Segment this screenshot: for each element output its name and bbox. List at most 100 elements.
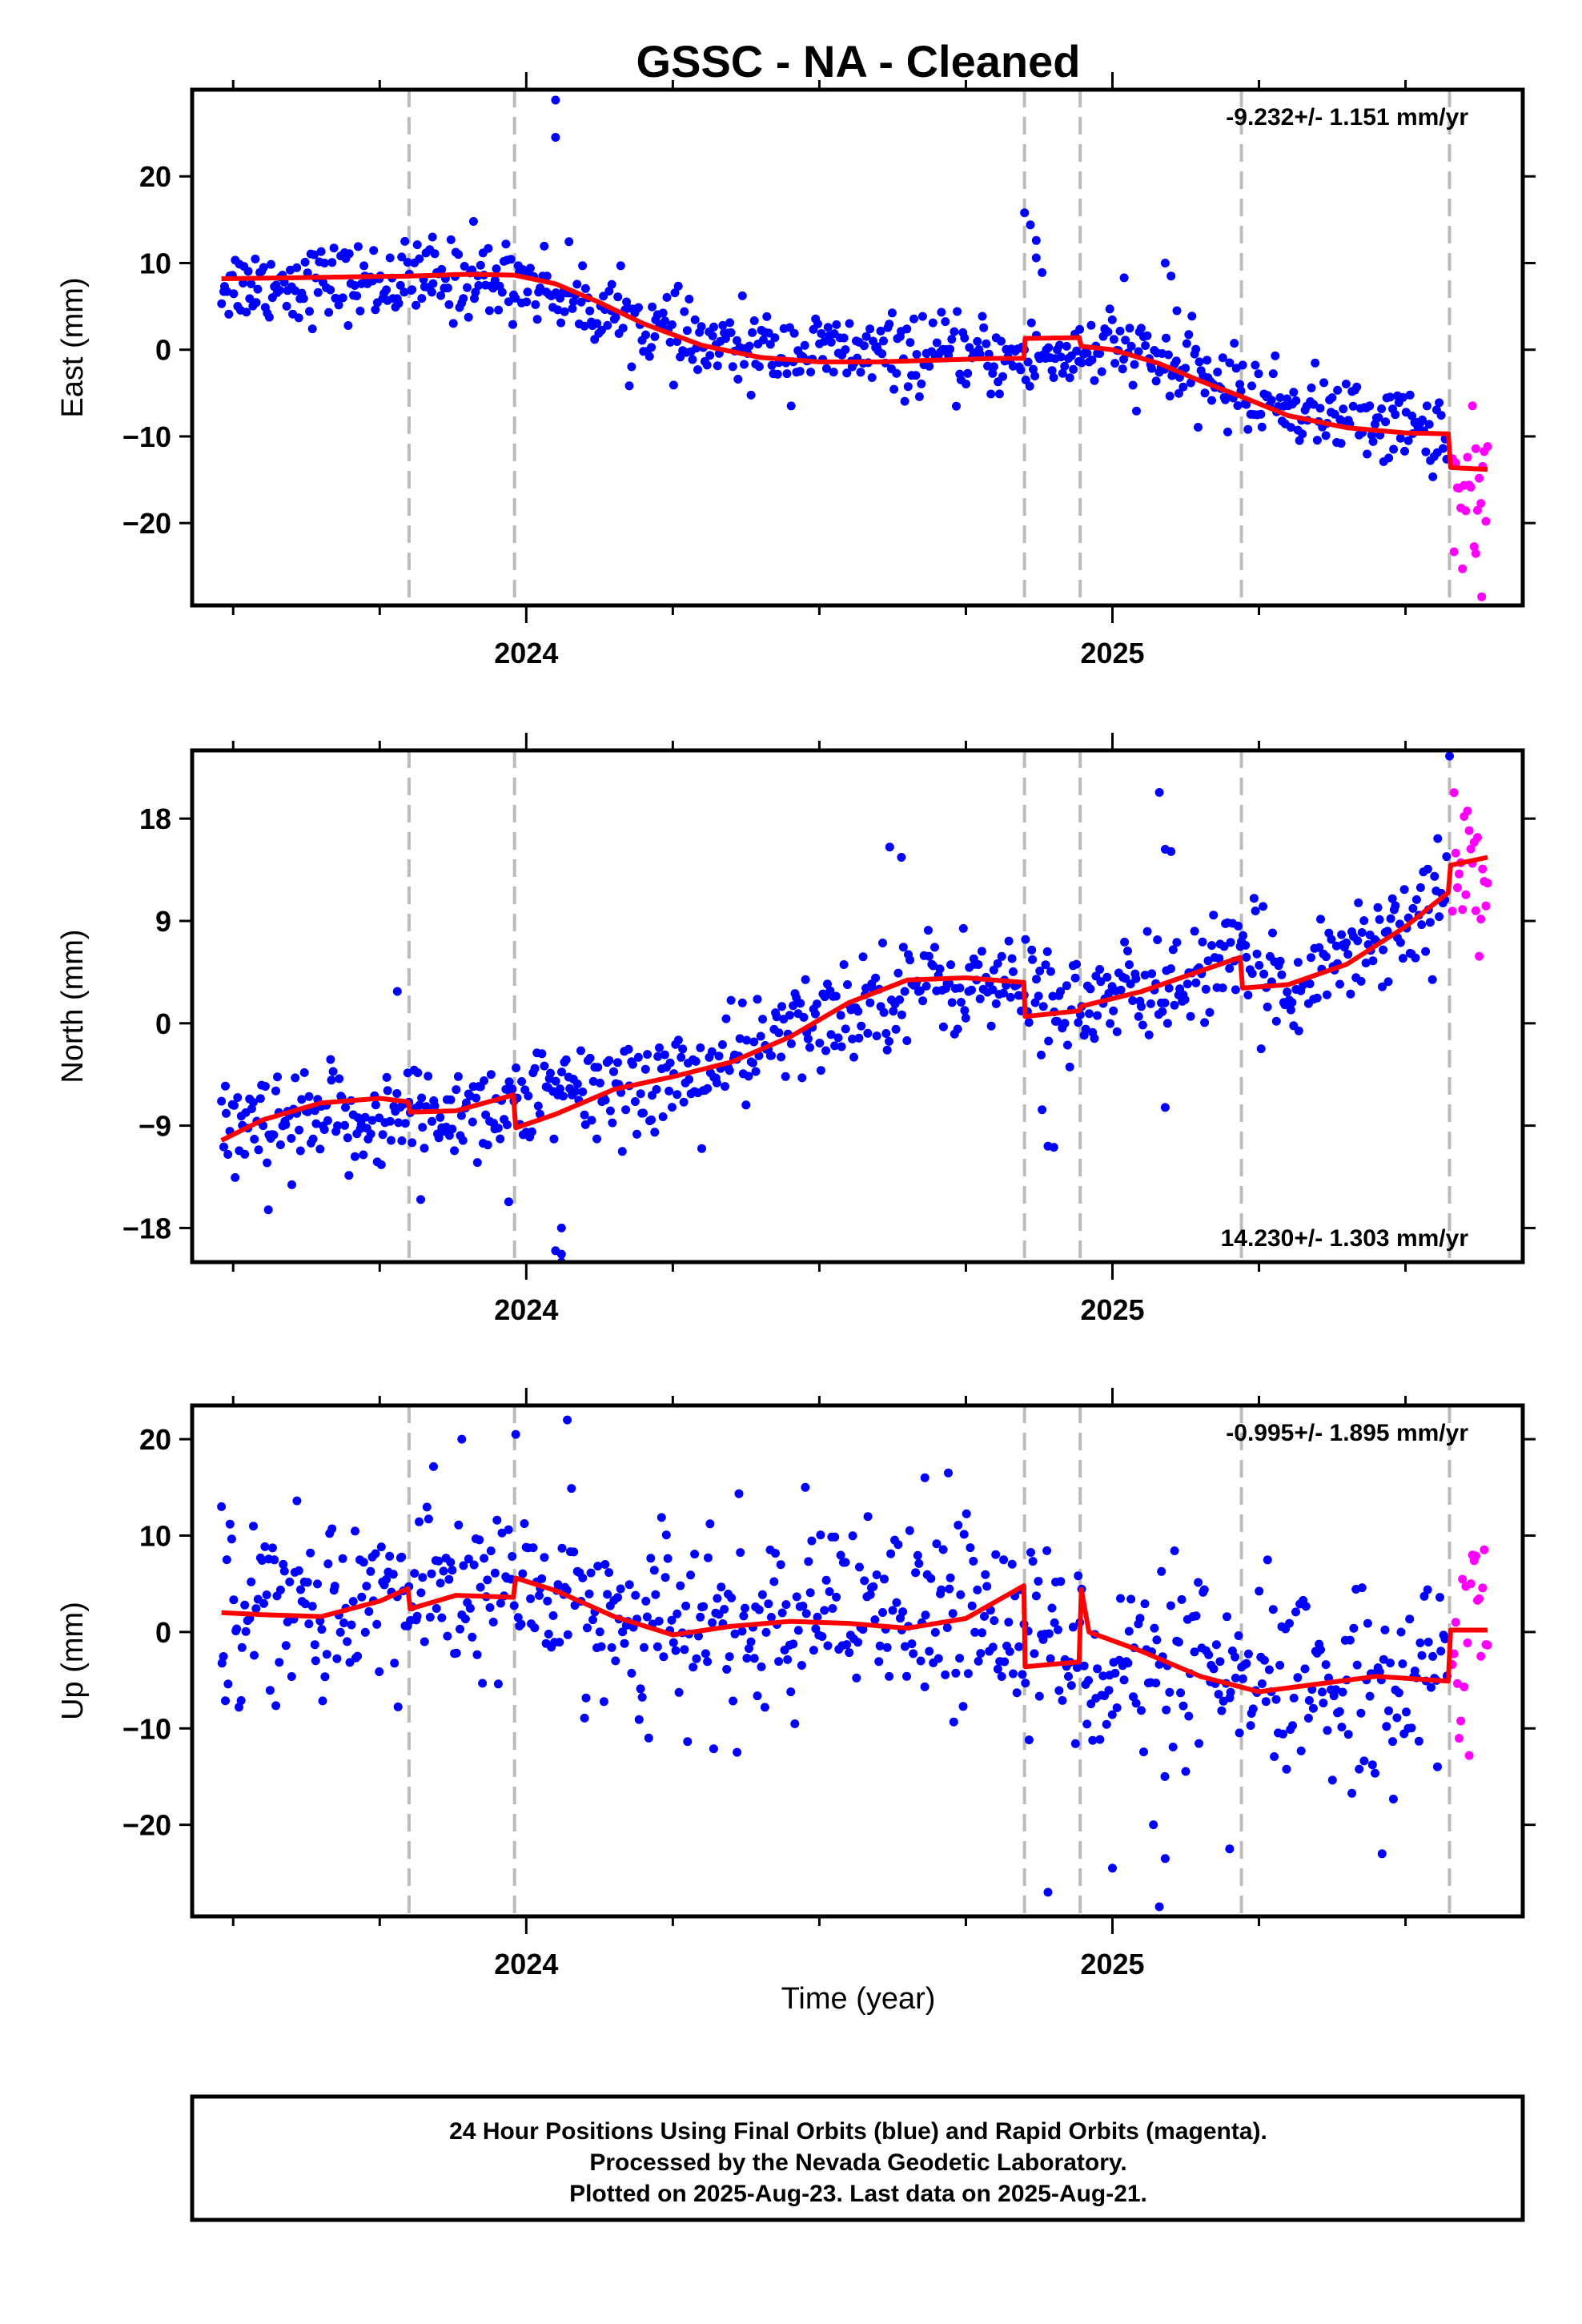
y-tick-label-east: 20 — [139, 160, 171, 193]
y-tick-label-up: −20 — [122, 1809, 171, 1842]
final-orbit-point — [516, 1619, 526, 1629]
final-orbit-point — [596, 1642, 606, 1651]
final-orbit-point — [1044, 1036, 1054, 1046]
final-orbit-point — [432, 1604, 441, 1613]
final-orbit-point — [916, 1656, 926, 1666]
final-orbit-point — [1178, 382, 1188, 392]
final-orbit-point — [1072, 346, 1082, 356]
x-axis-label: Time (year) — [781, 1982, 936, 2016]
final-orbit-point — [1203, 356, 1212, 365]
final-orbit-point — [1149, 1820, 1158, 1830]
final-orbit-point — [825, 1587, 834, 1596]
final-orbit-point — [921, 981, 931, 991]
final-orbit-point — [799, 1012, 809, 1022]
final-orbit-point — [548, 1611, 558, 1620]
final-orbit-point — [1445, 751, 1454, 761]
final-orbit-point — [382, 1574, 391, 1584]
final-orbit-point — [1190, 927, 1199, 936]
final-orbit-point — [343, 1133, 352, 1143]
final-orbit-point — [338, 1554, 347, 1563]
final-orbit-point — [617, 1147, 627, 1156]
final-orbit-point — [412, 240, 422, 250]
final-orbit-point — [1131, 974, 1141, 983]
final-orbit-point — [1293, 958, 1303, 967]
final-orbit-point — [855, 1562, 864, 1572]
final-orbit-point — [1379, 1655, 1388, 1664]
final-orbit-point — [527, 1127, 536, 1136]
final-orbit-point — [801, 1482, 810, 1492]
final-orbit-point — [974, 1656, 983, 1666]
final-orbit-point — [1000, 1657, 1010, 1667]
final-orbit-point — [308, 1134, 318, 1144]
rapid-orbit-point — [1473, 505, 1482, 515]
final-orbit-point — [1150, 1623, 1159, 1633]
final-orbit-point — [1026, 1548, 1035, 1557]
final-orbit-point — [918, 996, 928, 1006]
final-orbit-point — [1166, 846, 1176, 856]
final-orbit-point — [303, 1578, 312, 1587]
rate-label-east: -9.232+/- 1.151 mm/yr — [1226, 104, 1468, 131]
final-orbit-point — [935, 964, 945, 974]
final-orbit-point — [762, 312, 772, 321]
final-orbit-point — [397, 1552, 407, 1562]
final-orbit-point — [733, 1747, 742, 1757]
final-orbit-point — [305, 307, 314, 316]
final-orbit-point — [644, 1733, 653, 1743]
final-orbit-point — [1102, 1719, 1111, 1729]
final-orbit-point — [627, 1668, 636, 1678]
final-orbit-point — [553, 1580, 563, 1590]
final-orbit-point — [424, 1514, 433, 1524]
final-orbit-point — [1141, 341, 1150, 350]
final-orbit-point — [1006, 992, 1015, 1002]
y-tick-label-up: 20 — [139, 1423, 171, 1456]
final-orbit-point — [1115, 326, 1125, 336]
final-orbit-point — [777, 1002, 786, 1011]
final-orbit-point — [1293, 1673, 1303, 1683]
final-orbit-point — [900, 396, 909, 406]
final-orbit-point — [1316, 915, 1325, 924]
final-orbit-point — [714, 1051, 724, 1061]
final-orbit-point — [219, 1652, 228, 1661]
final-orbit-point — [531, 300, 540, 309]
final-orbit-point — [945, 979, 954, 988]
final-orbit-point — [420, 1637, 429, 1647]
final-orbit-point — [400, 236, 410, 246]
final-orbit-point — [823, 323, 833, 332]
final-orbit-point — [1073, 1663, 1082, 1672]
final-orbit-point — [1380, 1625, 1390, 1634]
final-orbit-point — [875, 1641, 885, 1651]
final-orbit-point — [1174, 1638, 1183, 1647]
final-orbit-point — [1031, 253, 1041, 263]
final-orbit-point — [1422, 401, 1431, 411]
final-orbit-point — [1070, 973, 1080, 983]
final-orbit-point — [1195, 357, 1204, 367]
final-orbit-point — [403, 258, 412, 267]
final-orbit-point — [523, 287, 532, 297]
final-orbit-point — [1275, 956, 1285, 966]
final-orbit-point — [941, 1670, 950, 1679]
final-orbit-point — [1283, 987, 1292, 997]
final-orbit-point — [393, 1702, 403, 1711]
final-orbit-point — [641, 1596, 651, 1606]
final-orbit-point — [1423, 864, 1432, 874]
final-orbit-point — [359, 261, 369, 271]
final-orbit-point — [417, 1093, 427, 1103]
final-orbit-point — [753, 995, 762, 1004]
final-orbit-point — [344, 249, 354, 259]
final-orbit-point — [872, 1031, 881, 1041]
final-orbit-point — [692, 1654, 701, 1663]
final-orbit-point — [463, 283, 472, 292]
final-orbit-point — [982, 1582, 992, 1591]
rapid-orbit-point — [1458, 564, 1468, 573]
final-orbit-point — [320, 1672, 330, 1682]
final-orbit-point — [1047, 1603, 1057, 1613]
final-orbit-point — [680, 1645, 689, 1655]
final-orbit-point — [1123, 947, 1132, 955]
final-orbit-point — [1427, 1683, 1435, 1692]
final-orbit-point — [1383, 927, 1392, 936]
final-orbit-point — [1342, 938, 1351, 947]
final-orbit-point — [1147, 969, 1157, 979]
final-orbit-point — [690, 315, 700, 324]
final-orbit-point — [1110, 1668, 1120, 1678]
final-orbit-point — [1242, 400, 1251, 409]
